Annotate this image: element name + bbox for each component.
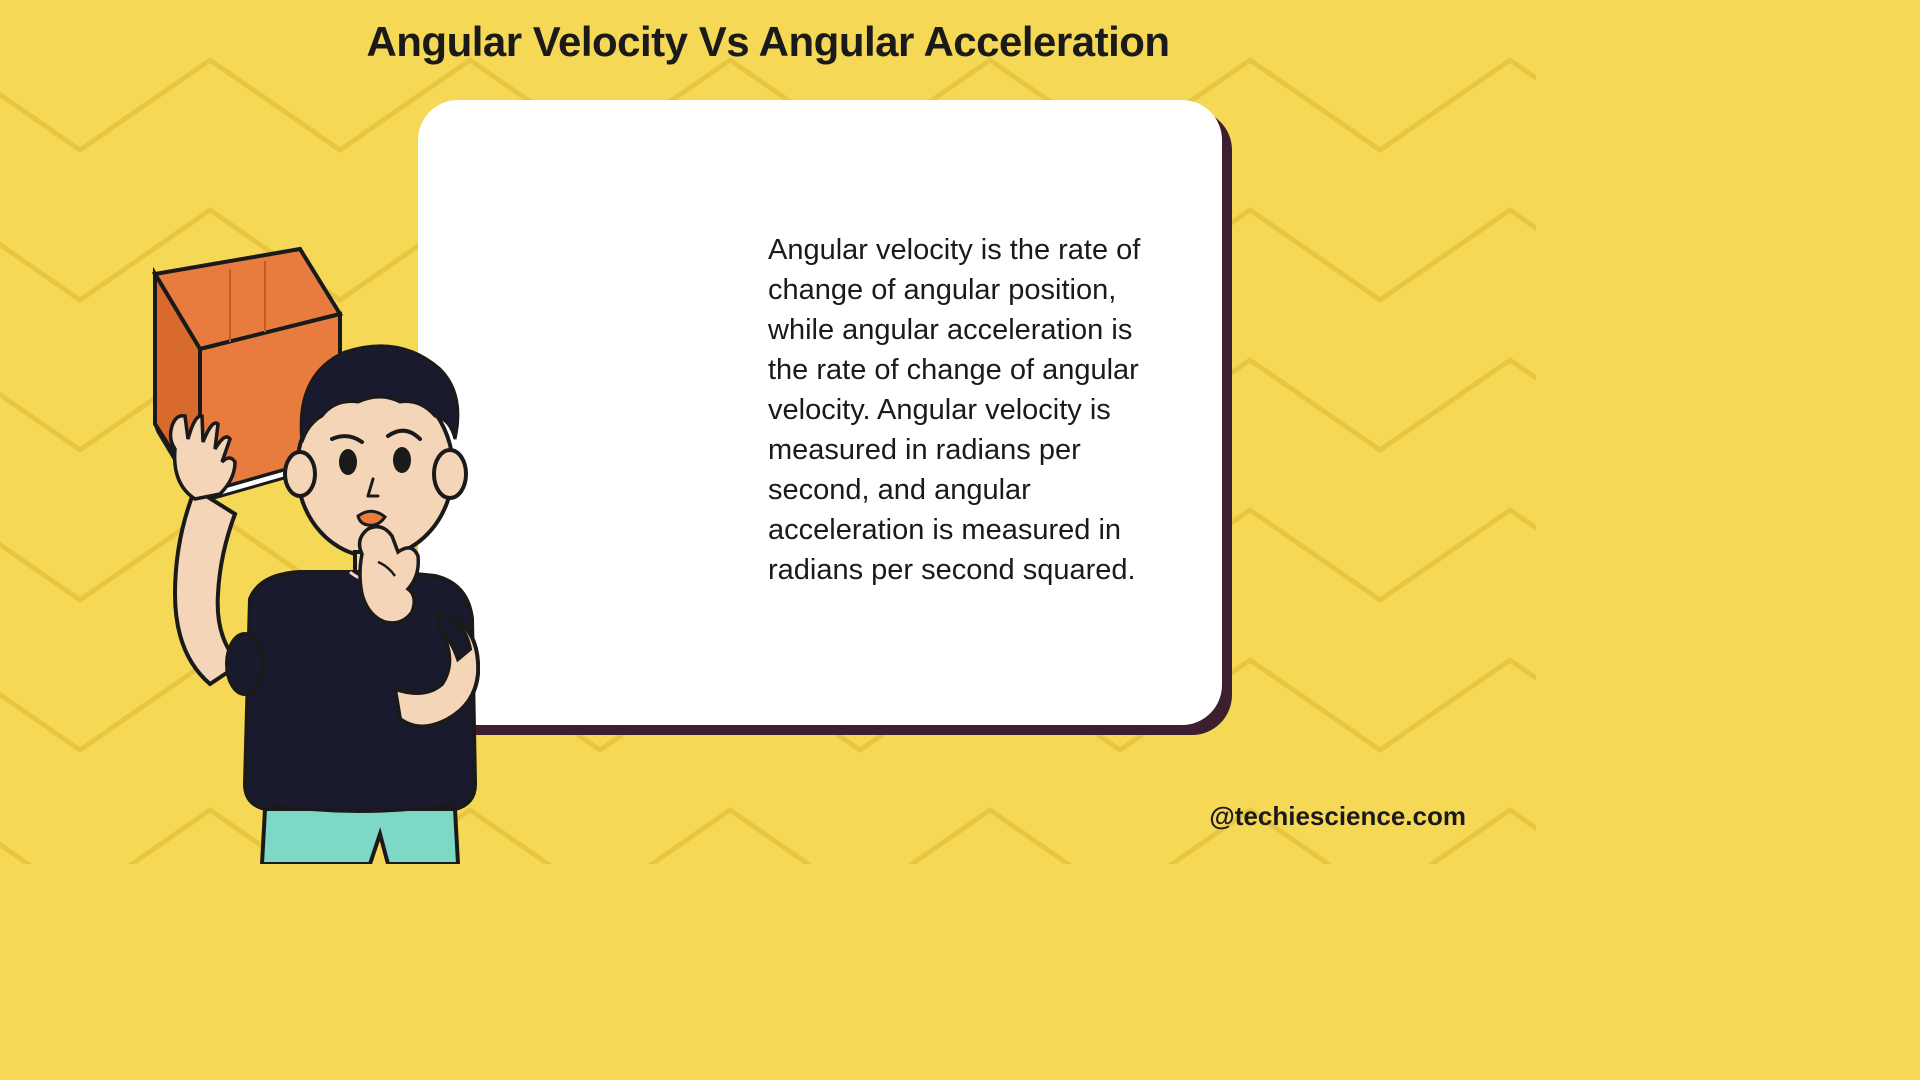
- card-body-text: Angular velocity is the rate of change o…: [768, 230, 1152, 590]
- attribution-text: @techiescience.com: [1209, 801, 1466, 832]
- thinking-student-illustration: [100, 244, 480, 864]
- content-card: Angular velocity is the rate of change o…: [418, 100, 1222, 725]
- page-title: Angular Velocity Vs Angular Acceleration: [0, 18, 1536, 66]
